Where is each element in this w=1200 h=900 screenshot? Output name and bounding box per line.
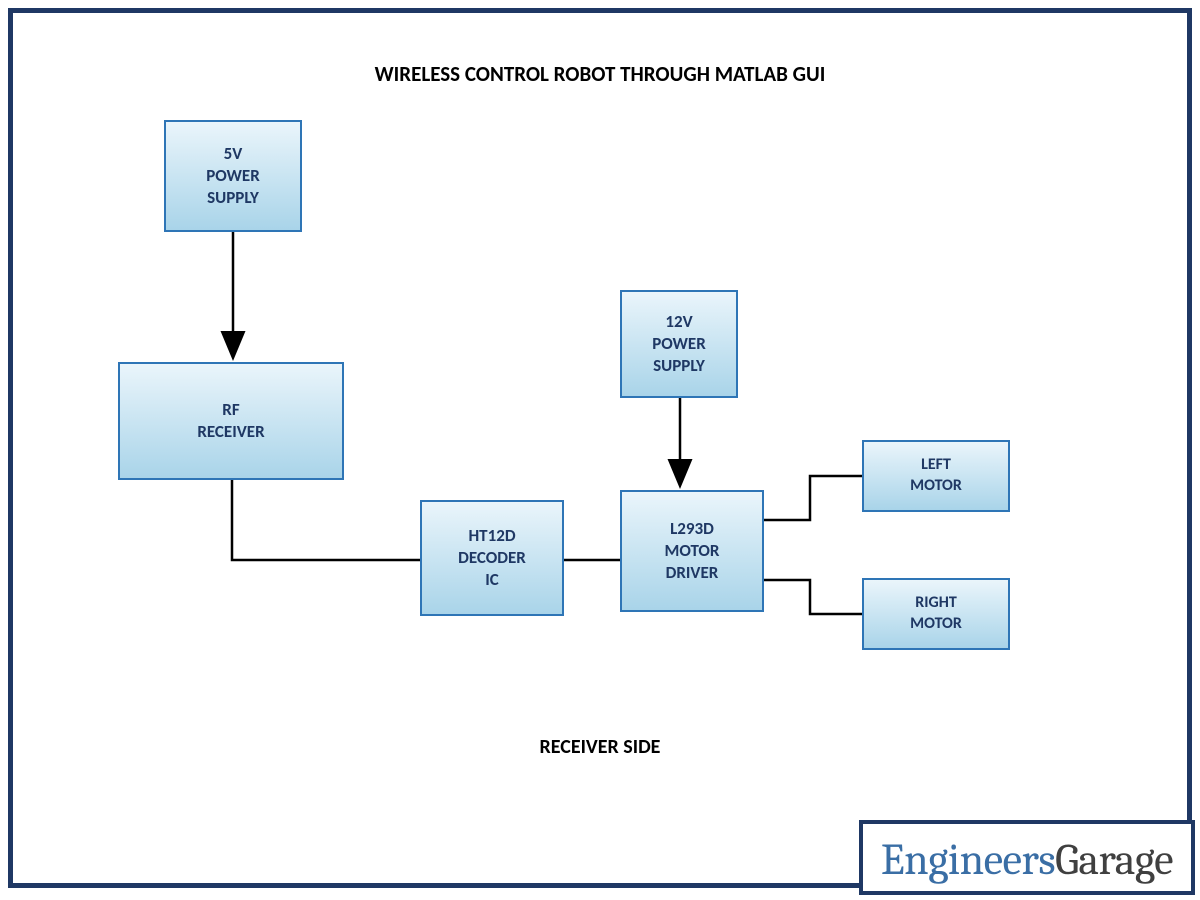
node-psu5: 5V POWER SUPPLY: [164, 120, 302, 232]
node-rightm: RIGHT MOTOR: [862, 578, 1010, 650]
logo-part2: Garage: [1055, 834, 1173, 885]
node-leftm: LEFT MOTOR: [862, 440, 1010, 512]
diagram-subtitle: RECEIVER SIDE: [0, 735, 1200, 759]
node-rf: RF RECEIVER: [118, 362, 344, 480]
logo-frame: EngineersGarage: [859, 820, 1195, 895]
diagram-title: WIRELESS CONTROL ROBOT THROUGH MATLAB GU…: [0, 60, 1200, 88]
node-decoder: HT12D DECODER IC: [420, 500, 564, 616]
node-driver: L293D MOTOR DRIVER: [620, 490, 764, 612]
logo-part1: Engineers: [881, 834, 1055, 885]
node-psu12: 12V POWER SUPPLY: [620, 290, 738, 398]
